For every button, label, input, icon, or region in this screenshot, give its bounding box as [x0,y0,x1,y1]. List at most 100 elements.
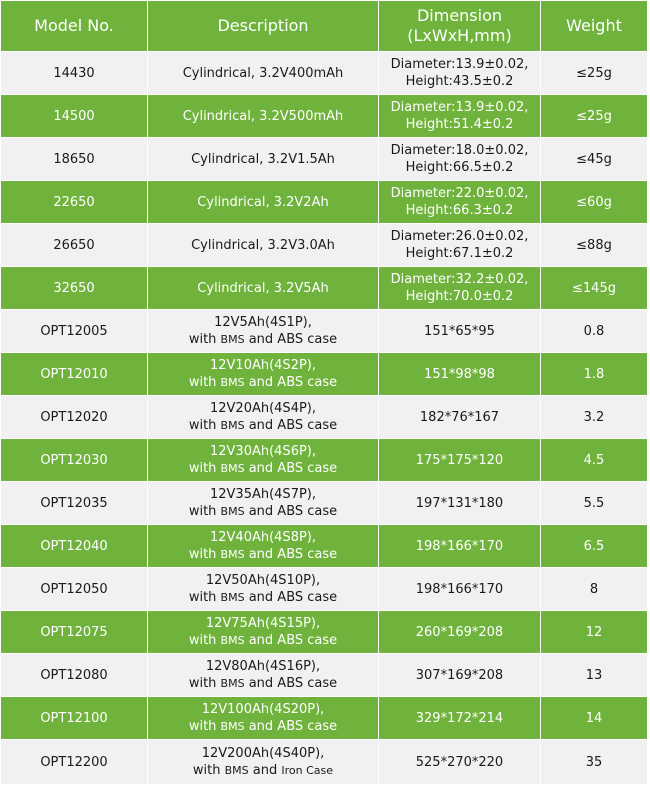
description-line-1: Cylindrical, 3.2V2Ah [197,194,329,210]
dimension-line-1: 198*166*170 [415,581,504,597]
table-row: OPT12075 12V75Ah(4S15P), with BMS and ABS … [0,610,648,654]
table-row: 14430 Cylindrical, 3.2V400mAh Diameter:13.… [0,51,648,95]
model-cell: OPT12080 [0,653,148,697]
weight-value: ≤25g [576,65,612,81]
weight-value: ≤145g [572,280,616,296]
description-fragment: BMS [220,634,245,647]
table-row: 14500 Cylindrical, 3.2V500mAh Diameter:13.… [0,94,648,138]
weight-cell: ≤145g [540,266,648,310]
description-fragment: with [188,504,221,519]
model-number: 26650 [53,237,95,253]
description-fragment: and ABS case [244,461,338,476]
description-cell: 12V80Ah(4S16P), with BMS and ABS case [147,653,379,697]
dimension-line-2: Height:43.5±0.2 [405,74,514,89]
description-fragment: and [248,763,282,778]
model-cell: OPT12200 [0,739,148,785]
model-number: OPT12080 [40,667,108,683]
model-number: OPT12010 [40,366,108,382]
dimension-cell: Diameter:22.0±0.02, Height:66.3±0.2 [378,180,541,224]
dimension-cell: 151*98*98 [378,352,541,396]
description-line-2: with BMS and ABS case [150,546,376,563]
dimension-line-1: 182*76*167 [419,409,500,425]
table-row: OPT12080 12V80Ah(4S16P), with BMS and ABS … [0,653,648,697]
header-dimension-units: (LxWxH,mm) [407,26,512,45]
weight-cell: 12 [540,610,648,654]
description-line-1: 12V50Ah(4S10P), [205,573,321,588]
dimension-line-1: Diameter:26.0±0.02, [390,229,529,244]
description-line-2: with BMS and ABS case [150,503,376,520]
dimension-line-1: Diameter:18.0±0.02, [390,143,529,158]
dimension-cell: 198*166*170 [378,567,541,611]
header-dimension-label: Dimension [416,6,503,25]
weight-value: 12 [585,624,603,640]
description-fragment: BMS [220,462,245,475]
table-row: OPT12100 12V100Ah(4S20P), with BMS and ABS… [0,696,648,740]
table-row: OPT12050 12V50Ah(4S10P), with BMS and ABS … [0,567,648,611]
dimension-line-2: Height:51.4±0.2 [405,117,514,132]
dimension-line-1: 151*98*98 [424,366,495,382]
dimension-cell: Diameter:18.0±0.02, Height:66.5±0.2 [378,137,541,181]
dimension-line-1: 329*172*214 [415,710,504,726]
dimension-cell: Diameter:26.0±0.02, Height:67.1±0.2 [378,223,541,267]
dimension-cell: 197*131*180 [378,481,541,525]
description-cell: 12V30Ah(4S6P), with BMS and ABS case [147,438,379,482]
model-cell: 14500 [0,94,148,138]
table-row: OPT12035 12V35Ah(4S7P), with BMS and ABS c… [0,481,648,525]
description-fragment: BMS [224,764,249,777]
dimension-line-1: 197*131*180 [415,495,504,511]
dimension-line-2: Height:66.3±0.2 [405,203,514,218]
description-fragment: with [188,676,221,691]
model-cell: 26650 [0,223,148,267]
description-fragment: and ABS case [244,418,338,433]
weight-cell: 4.5 [540,438,648,482]
description-fragment: BMS [220,591,245,604]
model-cell: OPT12075 [0,610,148,654]
description-fragment: with [188,719,221,734]
weight-cell: 13 [540,653,648,697]
table-row: OPT12010 12V10Ah(4S2P), with BMS and ABS c… [0,352,648,396]
description-cell: Cylindrical, 3.2V2Ah [147,180,379,224]
description-line-1: 12V30Ah(4S6P), [209,444,317,459]
model-cell: OPT12030 [0,438,148,482]
description-fragment: BMS [220,720,245,733]
weight-value: 0.8 [583,323,605,339]
weight-cell: ≤25g [540,94,648,138]
weight-cell: ≤88g [540,223,648,267]
model-cell: 18650 [0,137,148,181]
description-fragment: Iron Case [281,764,334,777]
description-fragment: and ABS case [244,332,338,347]
description-fragment: BMS [220,505,245,518]
description-fragment: with [188,418,221,433]
description-cell: 12V5Ah(4S1P), with BMS and ABS case [147,309,379,353]
dimension-cell: Diameter:13.9±0.02, Height:43.5±0.2 [378,51,541,95]
weight-value: ≤45g [576,151,612,167]
weight-cell: 0.8 [540,309,648,353]
description-line-2: with BMS and ABS case [150,460,376,477]
description-fragment: and ABS case [244,676,338,691]
description-cell: 12V40Ah(4S8P), with BMS and ABS case [147,524,379,568]
description-line-1: 12V100Ah(4S20P), [201,702,325,717]
model-number: 14500 [53,108,95,124]
description-fragment: with [188,461,221,476]
weight-cell: 5.5 [540,481,648,525]
description-line-2: with BMS and Iron Case [150,762,376,779]
description-line-2: with BMS and ABS case [150,632,376,649]
header-weight-label: Weight [566,16,622,35]
description-line-1: Cylindrical, 3.2V500mAh [182,108,344,124]
description-cell: 12V50Ah(4S10P), with BMS and ABS case [147,567,379,611]
description-fragment: BMS [220,376,245,389]
dimension-line-1: 198*166*170 [415,538,504,554]
weight-value: 8 [589,581,599,597]
model-cell: 22650 [0,180,148,224]
description-cell: 12V20Ah(4S4P), with BMS and ABS case [147,395,379,439]
weight-cell: ≤45g [540,137,648,181]
table-row: OPT12040 12V40Ah(4S8P), with BMS and ABS c… [0,524,648,568]
dimension-cell: 260*169*208 [378,610,541,654]
model-number: OPT12200 [40,754,108,770]
dimension-line-1: Diameter:13.9±0.02, [390,100,529,115]
weight-value: 14 [585,710,603,726]
dimension-line-1: 175*175*120 [415,452,504,468]
model-cell: OPT12035 [0,481,148,525]
description-line-1: 12V40Ah(4S8P), [209,530,317,545]
description-cell: 12V10Ah(4S2P), with BMS and ABS case [147,352,379,396]
